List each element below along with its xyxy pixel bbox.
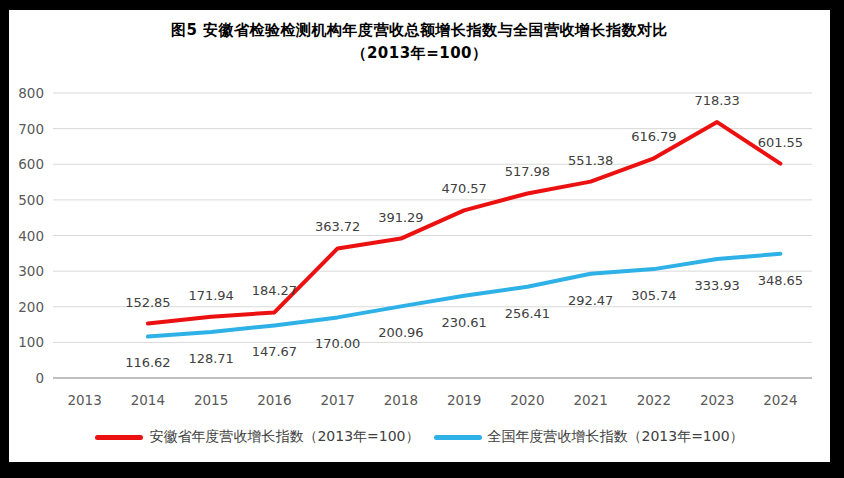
y-axis-tick-label: 500 [18, 192, 44, 208]
legend-item-national: 全国年度营收增长指数（2013年=100） [434, 428, 744, 446]
data-label: 128.71 [188, 351, 234, 366]
series-line-anhui [148, 122, 781, 323]
x-axis-tick-label: 2018 [384, 392, 418, 408]
y-axis-tick-label: 400 [18, 228, 44, 244]
x-axis-tick-label: 2019 [447, 392, 481, 408]
anhui-series-line-swatch [95, 435, 143, 440]
data-label: 170.00 [315, 336, 361, 351]
data-label: 616.79 [631, 129, 677, 144]
x-axis-tick-label: 2013 [67, 392, 101, 408]
data-label: 305.74 [631, 288, 677, 303]
y-axis-tick-label: 600 [18, 156, 44, 172]
data-label: 551.38 [568, 153, 614, 168]
y-axis-tick-label: 300 [18, 263, 44, 279]
y-axis-tick-label: 100 [18, 334, 44, 350]
data-label: 718.33 [694, 93, 740, 108]
x-axis-tick-label: 2017 [320, 392, 354, 408]
data-label: 391.29 [378, 210, 424, 225]
data-label: 152.85 [125, 295, 171, 310]
data-label: 470.57 [441, 181, 487, 196]
data-label: 348.65 [758, 273, 804, 288]
y-axis-tick-label: 800 [18, 85, 44, 101]
x-axis-tick-label: 2020 [510, 392, 544, 408]
y-axis-tick-label: 0 [35, 370, 44, 386]
data-label: 333.93 [694, 278, 740, 293]
data-label: 147.67 [252, 344, 298, 359]
data-label: 116.62 [125, 355, 171, 370]
data-label: 256.41 [505, 306, 551, 321]
data-label: 517.98 [505, 164, 551, 179]
data-label: 171.94 [188, 288, 234, 303]
y-axis-tick-label: 200 [18, 299, 44, 315]
x-axis-tick-label: 2021 [573, 392, 607, 408]
line-chart: 0 100 200 300 400 500 600 700 800 2013 2014 2015 201… [9, 10, 830, 462]
data-label: 292.47 [568, 293, 614, 308]
data-label: 184.27 [252, 283, 298, 298]
legend-item-anhui: 安徽省年度营收增长指数（2013年=100） [95, 428, 419, 446]
chart-canvas: 图5 安徽省检验检测机构年度营收总额增长指数与全国营收增长指数对比 （2013年… [9, 10, 830, 462]
x-axis-tick-label: 2016 [257, 392, 291, 408]
x-axis-tick-label: 2023 [700, 392, 734, 408]
x-axis-tick-label: 2024 [763, 392, 797, 408]
figure-frame: 图5 安徽省检验检测机构年度营收总额增长指数与全国营收增长指数对比 （2013年… [0, 0, 844, 478]
data-label: 230.61 [441, 315, 487, 330]
legend-label-national: 全国年度营收增长指数（2013年=100） [488, 428, 744, 446]
legend-label-anhui: 安徽省年度营收增长指数（2013年=100） [149, 428, 419, 446]
x-axis-tick-label: 2015 [194, 392, 228, 408]
chart-legend: 安徽省年度营收增长指数（2013年=100） 全国年度营收增长指数（2013年=… [9, 428, 830, 446]
national-series-line-swatch [434, 435, 482, 440]
data-label: 200.96 [378, 325, 424, 340]
data-label: 601.55 [758, 135, 804, 150]
data-label: 363.72 [315, 219, 361, 234]
x-axis-tick-label: 2022 [637, 392, 671, 408]
y-axis-tick-label: 700 [18, 121, 44, 137]
x-axis-tick-label: 2014 [131, 392, 165, 408]
